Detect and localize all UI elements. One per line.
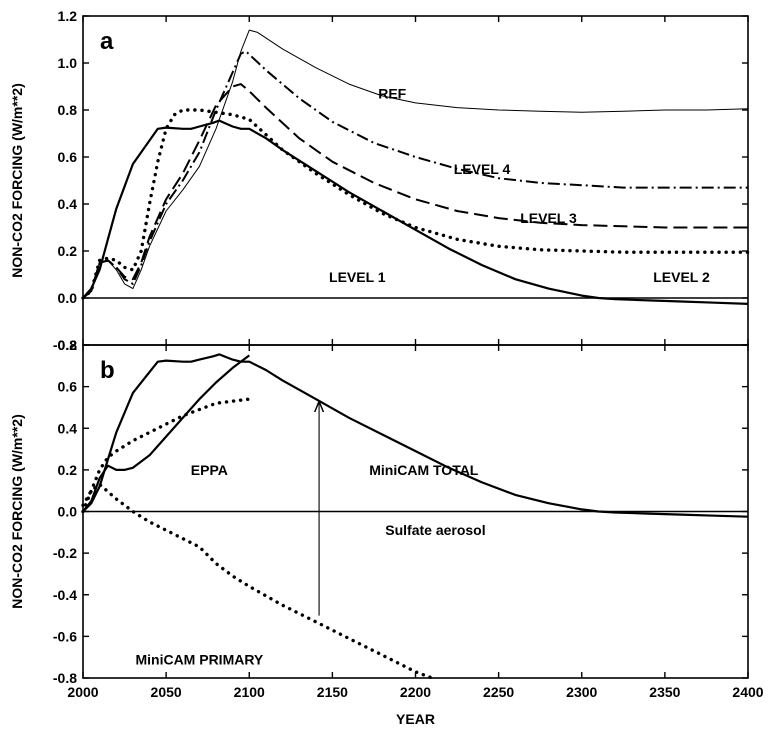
y-axis-label: NON-CO2 FORCING (W/m**2) [9, 414, 25, 608]
y-axis-label: NON-CO2 FORCING (W/m**2) [9, 83, 25, 277]
y-tick-label: 0.8 [58, 102, 78, 118]
annotation-level-4: LEVEL 4 [454, 161, 511, 177]
y-tick-label: 0.0 [58, 290, 78, 306]
x-tick-label: 2250 [483, 684, 514, 700]
annotation-level-3: LEVEL 3 [520, 210, 577, 226]
series-line-level-2 [81, 108, 750, 300]
annotation-level-1: LEVEL 1 [329, 269, 386, 285]
x-tick-label: 2400 [732, 684, 763, 700]
annotation-level-2: LEVEL 2 [653, 269, 710, 285]
series-line-eppa [82, 354, 250, 513]
panel-a: -0.2 0.0 0.2 0.4 0.6 0.8 1.0 1.2 REF LEVEL 4 LEVEL… [9, 8, 750, 353]
annotation-ref: REF [378, 86, 406, 102]
y-tick-label: 0.6 [58, 149, 78, 165]
series-line-level-4 [82, 50, 748, 299]
annotation-eppa: EPPA [191, 462, 228, 478]
y-tick-label: 0.2 [58, 243, 78, 259]
y-tick-label: 0.6 [58, 379, 78, 395]
panel-label: b [100, 357, 115, 384]
series-line-minicam-primary [81, 482, 434, 680]
series-line-eppa-dotted [81, 397, 251, 514]
panel-b: -0.8 -0.6 -0.4 -0.2 0.0 0.2 0.4 0.6 0.8 2000 2050 2… [9, 337, 764, 727]
x-tick-label: 2000 [67, 684, 98, 700]
panel-label: a [100, 28, 114, 55]
y-tick-label: 0.8 [58, 337, 78, 353]
series-line-level-3 [82, 83, 748, 299]
x-tick-label: 2300 [566, 684, 597, 700]
annotation-sulfate-aerosol: Sulfate aerosol [385, 522, 485, 538]
y-tick-label: -0.8 [53, 670, 77, 686]
series-line-minicam-total [82, 353, 749, 518]
series-line-ref [82, 29, 749, 299]
annotation-minicam-primary: MiniCAM PRIMARY [135, 651, 263, 667]
x-tick-label: 2150 [317, 684, 348, 700]
series-line-level-1 [82, 119, 749, 305]
y-tick-label: -0.6 [53, 628, 77, 644]
y-tick-label: -0.2 [53, 337, 77, 353]
x-tick-label: 2350 [649, 684, 680, 700]
y-tick-label: 1.2 [58, 8, 78, 24]
x-tick-label: 2050 [151, 684, 182, 700]
x-axis-label: YEAR [396, 711, 435, 727]
y-tick-label: 0.0 [58, 504, 78, 520]
y-tick-label: 0.4 [58, 196, 78, 212]
x-tick-label: 2200 [400, 684, 431, 700]
x-tick-label: 2100 [234, 684, 265, 700]
y-tick-label: -0.2 [53, 545, 77, 561]
annotation-minicam-total: MiniCAM TOTAL [369, 462, 479, 478]
y-tick-label: 1.0 [58, 55, 78, 71]
y-tick-label: 0.4 [58, 420, 78, 436]
y-tick-label: -0.4 [53, 587, 77, 603]
y-tick-label: 0.2 [58, 462, 78, 478]
